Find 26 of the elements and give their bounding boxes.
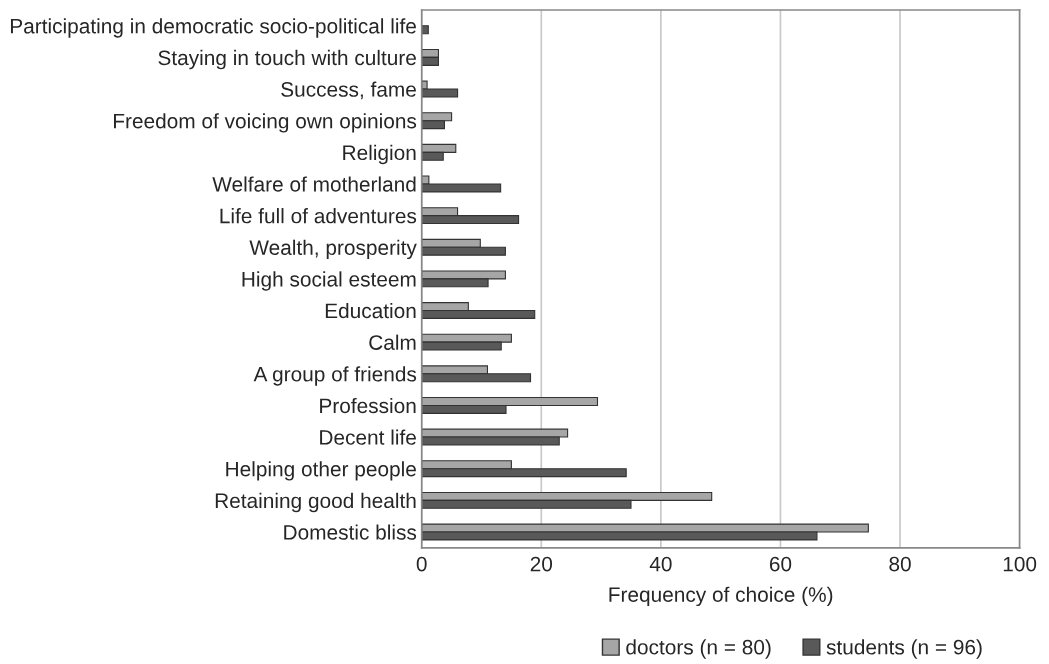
legend-label: students (n = 96) (826, 639, 982, 659)
y-tick-label: Religion (343, 144, 416, 165)
y-tick-label: Profession (320, 397, 416, 414)
y-tick-label: Retaining good health (215, 492, 416, 513)
x-tick-label: 0 (416, 556, 427, 572)
y-tick-label: Wealth, prosperity (249, 239, 417, 260)
y-tick-label: Freedom of voicing own opinions (114, 113, 417, 133)
y-tick-label: A group of friends (253, 366, 417, 386)
y-tick-label: Participating in democratic socio-political life (10, 18, 416, 38)
y-tick-label: Welfare of motherland (212, 176, 416, 192)
y-tick-label: Success, fame (281, 81, 416, 100)
y-tick-label: Education (325, 302, 416, 319)
x-tick-label: 40 (649, 556, 672, 572)
y-tick-label: Domestic bliss (284, 524, 417, 540)
y-tick-label: Staying in touch with culture (158, 49, 416, 70)
x-tick-label: 80 (889, 556, 911, 572)
y-tick-label: Helping other people (226, 461, 416, 481)
x-tick-label: 100 (1003, 556, 1037, 572)
y-tick-label: Decent life (320, 429, 416, 445)
x-tick-label: 60 (769, 556, 792, 572)
y-tick-label: Life full of adventures (220, 208, 417, 224)
x-tick-label: 20 (530, 556, 553, 572)
y-tick-label: High social esteem (242, 271, 416, 291)
x-axis-title: Frequency of choice (%) (609, 586, 833, 607)
legend-label: doctors (n = 80) (626, 639, 771, 659)
y-tick-label: Calm (369, 334, 416, 350)
